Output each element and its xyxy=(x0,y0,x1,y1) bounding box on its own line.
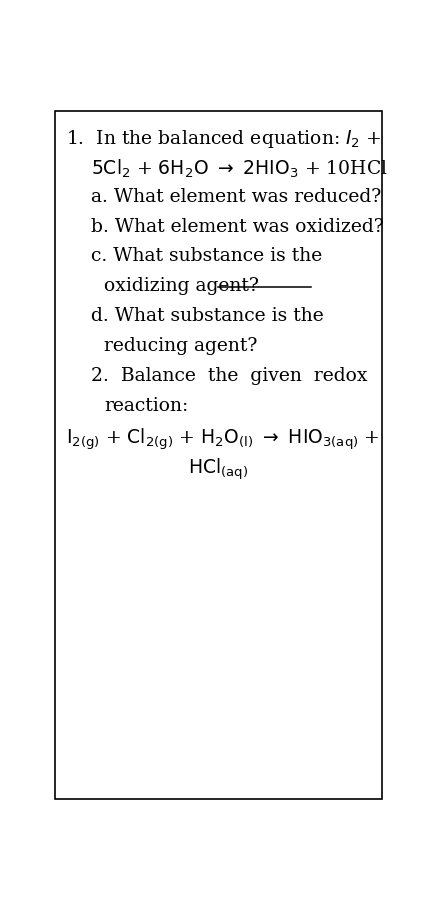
Text: 2.  Balance  the  given  redox: 2. Balance the given redox xyxy=(91,366,368,384)
Text: $5\mathrm{Cl}_2$ + $6\mathrm{H}_2\mathrm{O}$ $\rightarrow$ $2\mathrm{HIO}_3$ + 1: $5\mathrm{Cl}_2$ + $6\mathrm{H}_2\mathrm… xyxy=(91,158,388,179)
Text: 1.  In the balanced equation: $I_2$ +: 1. In the balanced equation: $I_2$ + xyxy=(66,128,382,150)
Text: reducing agent?: reducing agent? xyxy=(104,336,258,354)
Text: d. What substance is the: d. What substance is the xyxy=(91,307,324,325)
Text: $\mathrm{I}_{2(\mathrm{g})}$ + $\mathrm{Cl}_{2(\mathrm{g})}$ + $\mathrm{H_2O}_{(: $\mathrm{I}_{2(\mathrm{g})}$ + $\mathrm{… xyxy=(66,427,380,452)
Text: a. What element was reduced?: a. What element was reduced? xyxy=(91,188,381,206)
Text: oxidizing agent?: oxidizing agent? xyxy=(104,277,259,295)
Text: b. What element was oxidized?: b. What element was oxidized? xyxy=(91,217,384,235)
Text: c. What substance is the: c. What substance is the xyxy=(91,247,322,265)
Text: reaction:: reaction: xyxy=(104,397,189,414)
FancyBboxPatch shape xyxy=(55,112,382,799)
Text: $\mathrm{HCl}_{(\mathrm{aq})}$: $\mathrm{HCl}_{(\mathrm{aq})}$ xyxy=(188,456,248,482)
